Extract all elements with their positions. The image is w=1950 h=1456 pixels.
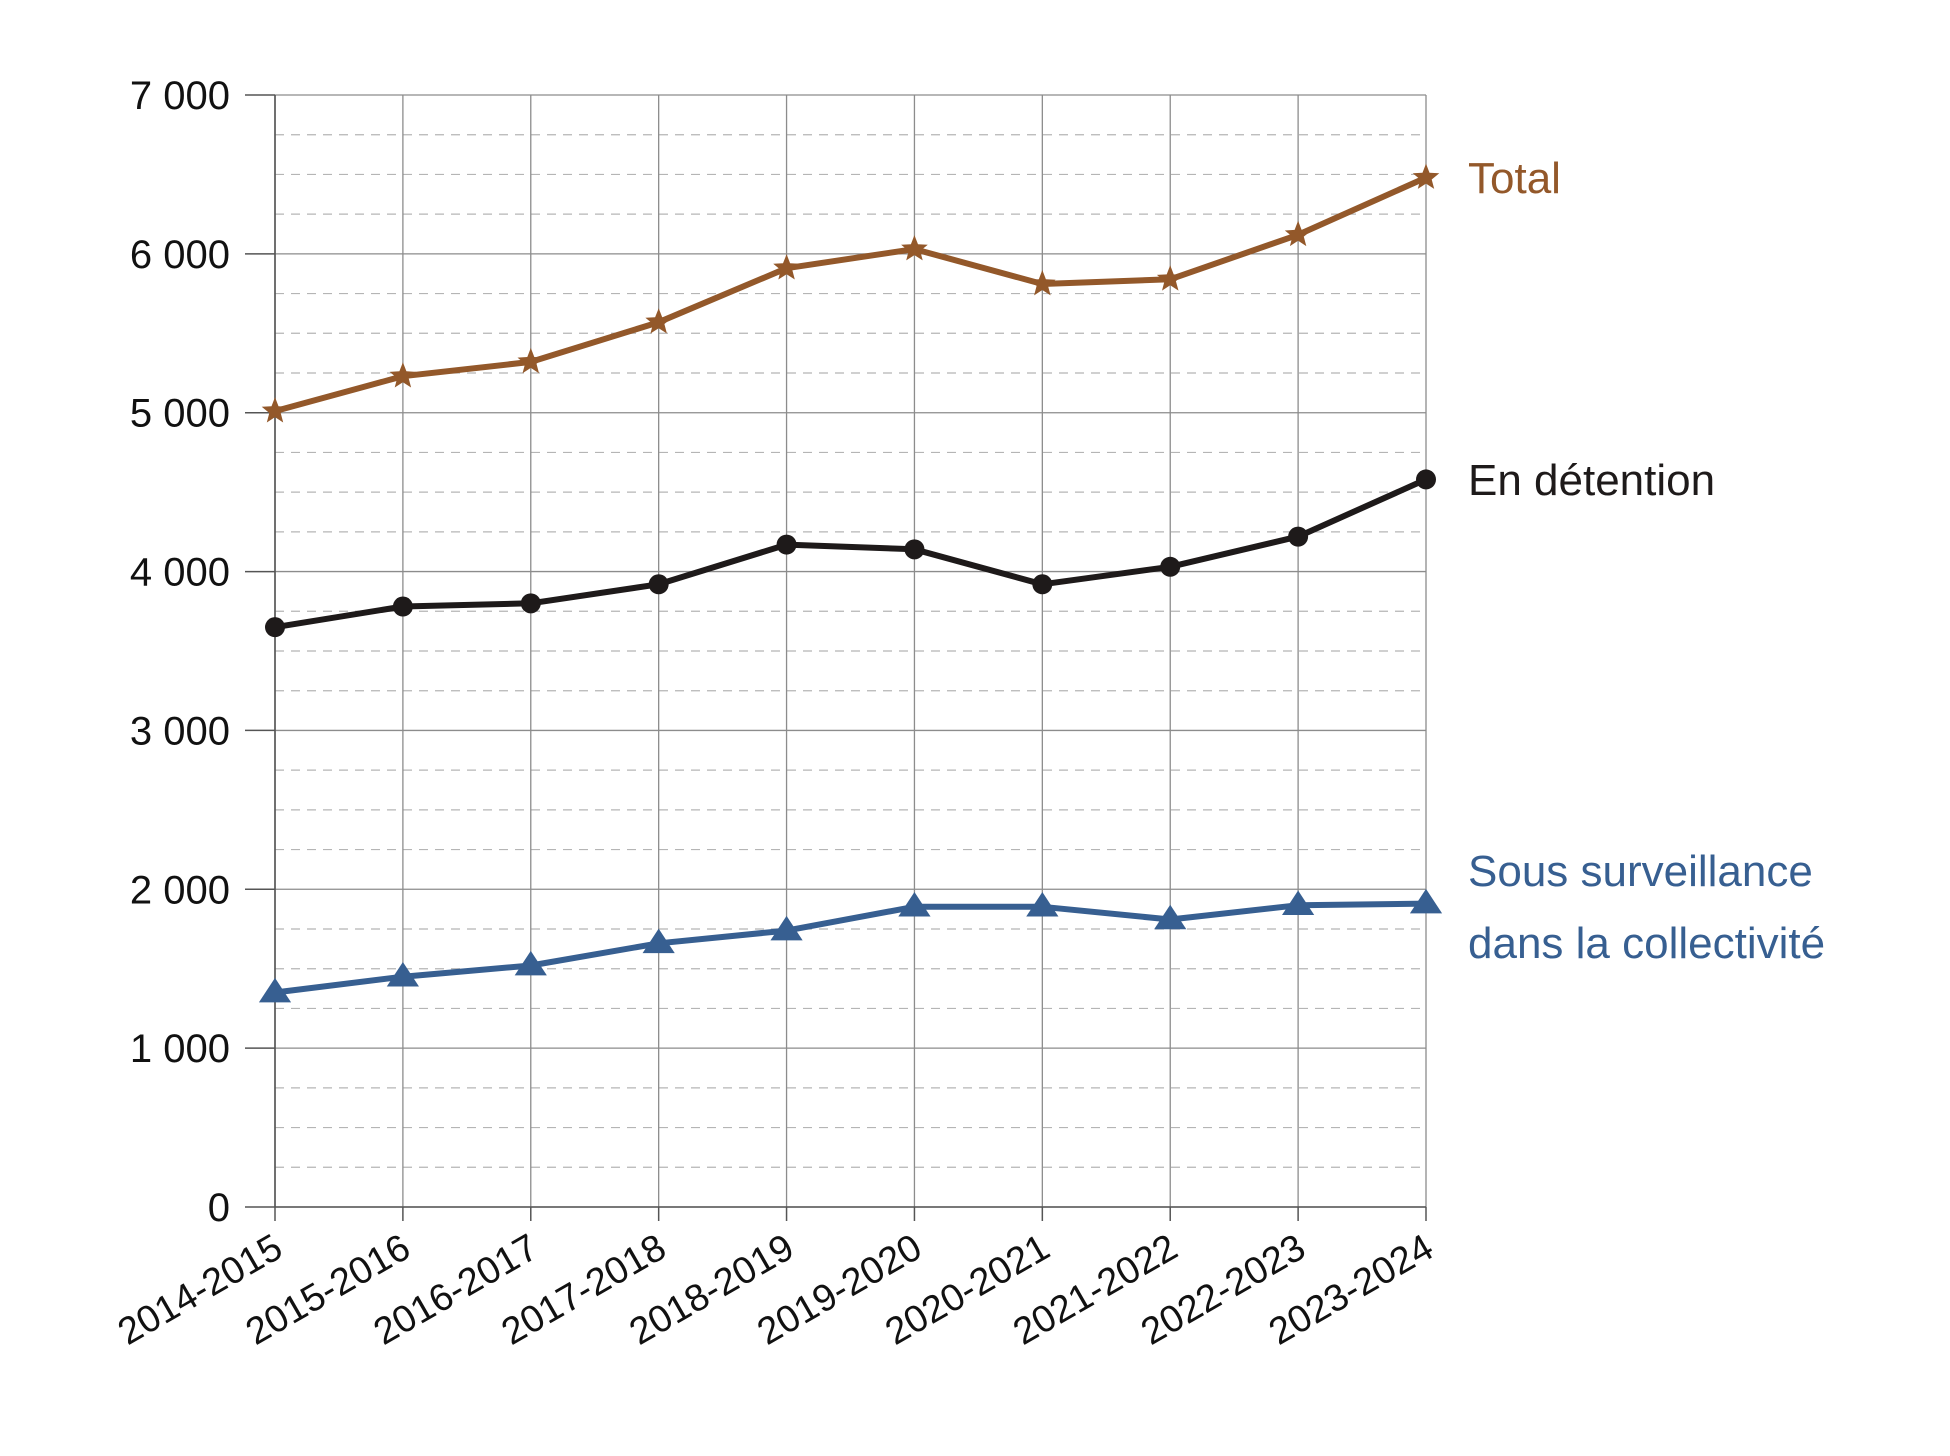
series-label: dans la collectivité bbox=[1468, 919, 1825, 968]
data-point-triangle bbox=[1026, 892, 1059, 917]
data-point-triangle bbox=[386, 961, 419, 987]
data-point-triangle bbox=[1282, 890, 1315, 915]
y-axis: 0 1 000 2 000 3 000 4 000 5 000 6 000 7 000 bbox=[130, 74, 276, 1230]
x-axis: 2014-20152015-20162016-20172017-20182018… bbox=[111, 1206, 1441, 1354]
series-label: Total bbox=[1468, 154, 1561, 203]
series-group: Total En détention Sous surveillance dans l… bbox=[258, 154, 1825, 1003]
data-point-circle bbox=[648, 574, 669, 595]
y-tick-label: 2 000 bbox=[130, 868, 230, 912]
y-tick-label: 1 000 bbox=[130, 1027, 230, 1071]
data-point-triangle bbox=[1409, 888, 1443, 914]
series-label: En détention bbox=[1468, 456, 1715, 505]
series-line bbox=[274, 900, 1427, 996]
data-point-star bbox=[901, 235, 928, 261]
data-point-star bbox=[1284, 220, 1312, 247]
data-point-star bbox=[645, 308, 672, 334]
data-point-circle bbox=[1032, 574, 1053, 595]
series-triangle: Sous surveillance dans la collectivité bbox=[258, 847, 1825, 1003]
data-point-star bbox=[1156, 265, 1184, 291]
data-point-star bbox=[1029, 270, 1056, 296]
data-point-triangle bbox=[514, 950, 547, 976]
data-point-star bbox=[389, 362, 417, 388]
data-point-star bbox=[773, 254, 800, 280]
data-point-triangle bbox=[1154, 904, 1187, 930]
y-tick-label: 3 000 bbox=[130, 709, 230, 753]
series-label: Sous surveillance bbox=[1468, 847, 1813, 896]
data-point-star bbox=[1412, 163, 1440, 189]
data-point-circle bbox=[1416, 469, 1436, 490]
y-tick-label: 5 000 bbox=[130, 392, 230, 436]
data-point-circle bbox=[520, 593, 541, 614]
y-tick-label: 4 000 bbox=[130, 551, 230, 595]
y-tick-label: 0 bbox=[208, 1186, 230, 1230]
data-point-circle bbox=[392, 596, 413, 617]
data-point-circle bbox=[776, 534, 797, 555]
data-point-triangle bbox=[258, 977, 292, 1003]
series-line bbox=[274, 174, 1428, 414]
data-point-circle bbox=[1160, 556, 1181, 577]
data-point-triangle bbox=[642, 928, 675, 954]
series-circle: En détention bbox=[265, 456, 1715, 638]
series-star: Total bbox=[261, 154, 1561, 423]
y-tick-label: 7 000 bbox=[130, 74, 230, 118]
data-point-triangle bbox=[898, 892, 931, 917]
grid bbox=[274, 94, 1427, 1208]
data-point-star bbox=[517, 347, 545, 374]
data-point-circle bbox=[265, 617, 285, 638]
data-point-circle bbox=[1288, 526, 1309, 547]
data-point-circle bbox=[904, 539, 925, 560]
data-point-triangle bbox=[770, 915, 803, 941]
y-tick-label: 6 000 bbox=[130, 233, 230, 277]
series-line bbox=[274, 476, 1428, 631]
data-point-star bbox=[261, 397, 289, 423]
